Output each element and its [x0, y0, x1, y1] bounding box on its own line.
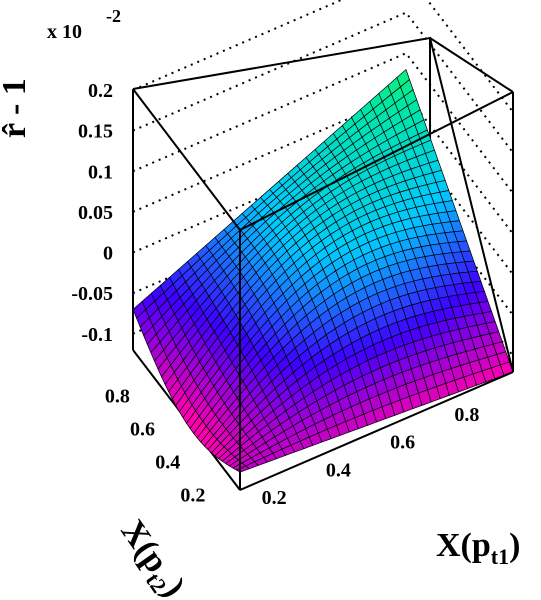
- z-tick-labels: -0.1 -0.05 0 0.05 0.1 0.15 0.2: [71, 80, 113, 346]
- x-axis-title-close: ): [509, 527, 520, 564]
- front-box: [132, 37, 514, 491]
- y-tick-label: 0.4: [155, 452, 180, 474]
- z-gridline: [132, 52, 514, 194]
- x-axis-title-sub: t1: [491, 544, 509, 569]
- z-gridline: [132, 11, 514, 154]
- y-axis-title: X(pt2): [109, 513, 192, 600]
- z-gridline: [132, 92, 514, 235]
- y-tick-label: 0.8: [105, 386, 130, 408]
- z-tick-label: 0.2: [88, 80, 113, 102]
- y-tick-label: 0.2: [180, 485, 205, 507]
- z-tick-label: 0: [103, 243, 113, 265]
- z-gridline: [132, 133, 514, 276]
- z-tick-label: 0.15: [78, 121, 113, 143]
- exponent-power: -2: [106, 6, 121, 26]
- y-tick-labels: 0.20.40.60.8: [105, 386, 206, 507]
- z-axis-title: r̂ - 1: [0, 78, 33, 138]
- x-axis-title: X(pt1): [436, 527, 520, 569]
- x-axis-title-main: X(p: [436, 527, 491, 564]
- y-axis-title-main: X(p: [113, 513, 175, 579]
- x-tick-label: 0.6: [390, 432, 415, 454]
- z-tick-label: 0.05: [78, 202, 113, 224]
- exponent-label: x 10: [47, 21, 82, 43]
- x-tick-label: 0.2: [262, 487, 287, 509]
- x-tick-label: 0.4: [326, 459, 351, 481]
- y-tick-label: 0.6: [130, 419, 155, 441]
- z-tick-label: 0.1: [88, 161, 113, 183]
- z-gridline: [132, 0, 514, 113]
- z-tick-label: -0.1: [81, 324, 113, 346]
- x-tick-labels: 0.2 0.4 0.6 0.8: [262, 404, 480, 509]
- z-tick-label: -0.05: [71, 283, 113, 305]
- x-tick-label: 0.8: [454, 404, 479, 426]
